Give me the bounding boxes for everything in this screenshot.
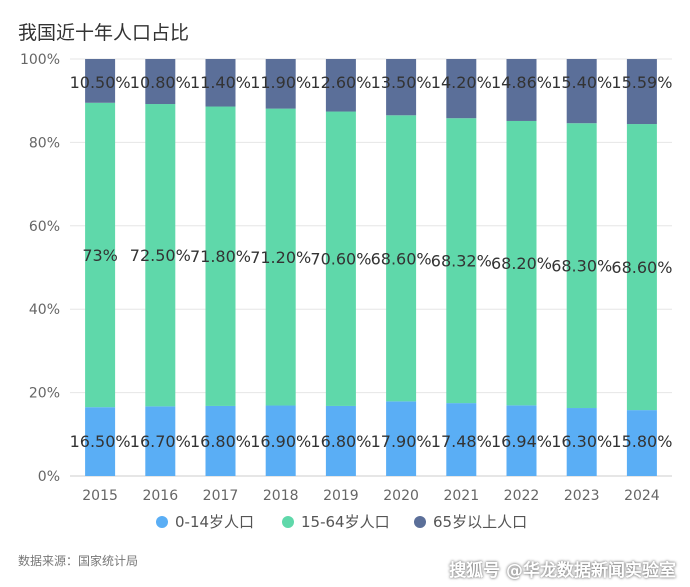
data-label: 14.20% (431, 73, 492, 92)
source-note: 数据来源：国家统计局 (18, 554, 139, 568)
bar-segment[interactable] (626, 59, 657, 125)
bar-segment[interactable] (386, 59, 417, 116)
y-tick-label: 20% (29, 386, 60, 402)
legend-label: 0-14岁人口 (175, 513, 254, 531)
x-tick-label: 2018 (263, 488, 299, 504)
x-tick-label: 2023 (564, 488, 600, 504)
bar-segment[interactable] (446, 59, 477, 119)
y-tick-label: 0% (38, 469, 60, 485)
data-label: 12.60% (310, 73, 371, 92)
data-label: 16.70% (130, 432, 191, 451)
legend-swatch (282, 516, 294, 528)
bar-segment[interactable] (325, 405, 356, 476)
data-label: 11.90% (250, 73, 311, 92)
bar-segment[interactable] (265, 108, 296, 406)
x-tick-label: 2017 (203, 488, 239, 504)
data-label: 68.60% (611, 258, 672, 277)
bar-segment[interactable] (506, 405, 537, 476)
data-label: 16.80% (310, 432, 371, 451)
y-tick-label: 100% (20, 52, 60, 68)
data-label: 70.60% (310, 250, 371, 269)
legend-swatch (414, 516, 426, 528)
bar-segment[interactable] (145, 104, 176, 407)
legend-item[interactable]: 15-64岁人口 (282, 513, 390, 531)
bar-segment[interactable] (386, 115, 417, 402)
bar-segment[interactable] (446, 403, 477, 476)
bar-segment[interactable] (85, 102, 116, 408)
bar-segment[interactable] (325, 111, 356, 406)
bar-segment[interactable] (205, 59, 236, 107)
data-label: 17.90% (371, 432, 432, 451)
bar-segment[interactable] (626, 124, 657, 411)
x-tick-label: 2022 (504, 488, 540, 504)
data-label: 68.60% (371, 249, 432, 268)
legend-label: 65岁以上人口 (433, 513, 527, 531)
y-axis-ticks: 0% 20% 40% 60% 80% 100% (20, 52, 60, 485)
data-label: 13.50% (371, 73, 432, 92)
bar-segment[interactable] (566, 123, 597, 409)
bar-segment[interactable] (145, 406, 176, 476)
bars (85, 59, 657, 476)
data-label: 10.80% (130, 73, 191, 92)
bar-segment[interactable] (205, 106, 236, 406)
watermark: 搜狐号 @华龙数据新闻实验室 (449, 561, 676, 581)
bar-segment[interactable] (325, 59, 356, 112)
data-label: 15.59% (611, 73, 672, 92)
data-label: 16.30% (551, 432, 612, 451)
legend-swatch (156, 516, 168, 528)
legend[interactable]: 0-14岁人口 15-64岁人口 65岁以上人口 (156, 513, 527, 531)
x-tick-label: 2020 (383, 488, 419, 504)
x-tick-label: 2019 (323, 488, 359, 504)
legend-item[interactable]: 65岁以上人口 (414, 513, 527, 531)
bar-segment[interactable] (506, 120, 537, 406)
bar-segment[interactable] (85, 407, 116, 476)
data-label: 15.80% (611, 432, 672, 451)
chart-title: 我国近十年人口占比 (18, 22, 190, 44)
bar-segment[interactable] (205, 405, 236, 476)
bar-segment[interactable] (566, 59, 597, 124)
data-label: 17.48% (431, 432, 492, 451)
bar-segment[interactable] (446, 118, 477, 404)
y-tick-label: 40% (29, 302, 60, 318)
bar-segment[interactable] (566, 408, 597, 476)
data-label: 11.40% (190, 73, 251, 92)
y-tick-label: 80% (29, 135, 60, 151)
data-labels: 16.50% 73% 10.50% 16.70% 72.50% 10.80% 16.80% 7… (70, 73, 673, 451)
x-tick-label: 2015 (82, 488, 118, 504)
data-label: 16.94% (491, 432, 552, 451)
data-label: 14.86% (491, 73, 552, 92)
x-tick-label: 2021 (443, 488, 479, 504)
legend-label: 15-64岁人口 (301, 513, 390, 531)
data-label: 68.20% (491, 254, 552, 273)
data-label: 68.32% (431, 252, 492, 271)
data-label: 16.90% (250, 432, 311, 451)
bar-segment[interactable] (386, 401, 417, 476)
bar-segment[interactable] (626, 410, 657, 476)
x-tick-label: 2016 (142, 488, 178, 504)
x-axis-ticks: 2015 2016 2017 2018 2019 2020 2021 2022 2023 2024 (82, 488, 660, 504)
bar-segment[interactable] (145, 59, 176, 105)
legend-item[interactable]: 0-14岁人口 (156, 513, 254, 531)
data-label: 73% (82, 246, 118, 265)
bar-segment[interactable] (265, 59, 296, 109)
data-label: 72.50% (130, 246, 191, 265)
y-tick-label: 60% (29, 219, 60, 235)
data-label: 68.30% (551, 257, 612, 276)
bar-segment[interactable] (85, 59, 116, 103)
bar-segment[interactable] (265, 405, 296, 476)
data-label: 71.80% (190, 247, 251, 266)
data-label: 10.50% (70, 73, 131, 92)
data-label: 15.40% (551, 73, 612, 92)
x-tick-label: 2024 (624, 488, 660, 504)
data-label: 16.50% (70, 432, 131, 451)
data-label: 71.20% (250, 248, 311, 267)
data-label: 16.80% (190, 432, 251, 451)
bar-segment[interactable] (506, 59, 537, 121)
